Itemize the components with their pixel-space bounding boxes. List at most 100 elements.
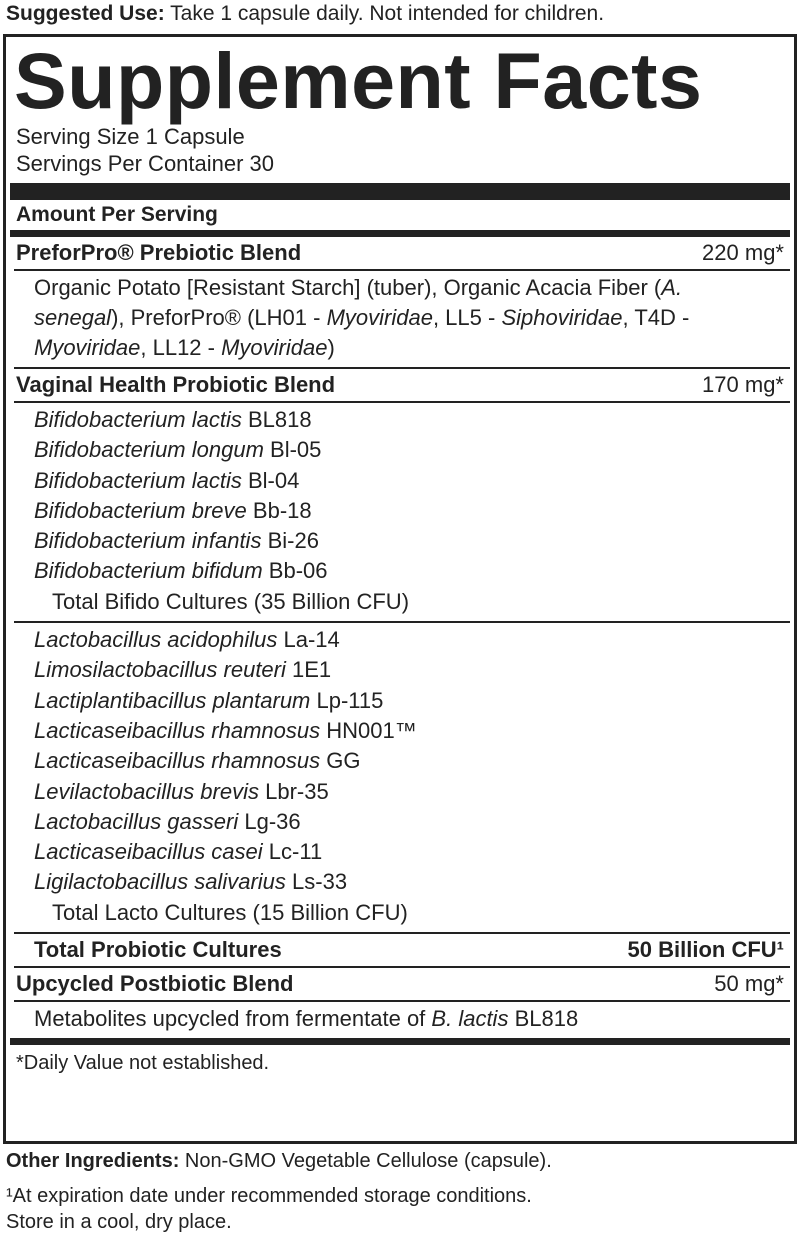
species: Bifidobacterium bifidum — [34, 558, 263, 584]
blend-row: Vaginal Health Probiotic Blend 170 mg* — [6, 369, 794, 401]
other-ingredients: Other Ingredients: Non-GMO Vegetable Cel… — [6, 1147, 552, 1175]
rule — [14, 367, 790, 369]
strain-list: Bifidobacterium lactis BL818 Bifidobacter… — [6, 403, 794, 621]
strain-code: Ls-33 — [292, 869, 348, 895]
text-segment: B. lactis — [431, 1006, 509, 1032]
species: Bifidobacterium lactis — [34, 467, 242, 493]
species: Lacticaseibacillus casei — [34, 839, 263, 865]
text: Take 1 capsule daily. Not intended for c… — [170, 2, 605, 25]
rule — [14, 932, 790, 935]
strain-code: Lc-11 — [268, 839, 323, 865]
species: Lacticaseibacillus rhamnosus — [34, 717, 321, 743]
text-segment: Organic Potato [Resistant Starch] (tuber… — [34, 275, 662, 300]
strain: Bifidobacterium longum Bl-05 — [34, 435, 774, 465]
strain: Lactiplantibacillus plantarum Lp-115 — [34, 686, 774, 716]
text-segment: Myoviridae — [34, 335, 141, 360]
ingredients: Metabolites upcycled from fermentate of … — [6, 1002, 794, 1038]
amount-header: Amount Per Serving — [16, 203, 218, 226]
species: Bifidobacterium lactis — [34, 407, 242, 432]
text-segment: Metabolites upcycled from fermentate of — [34, 1006, 432, 1032]
amount: 50 mg* — [714, 971, 784, 997]
text-segment: , LL5 - — [432, 305, 502, 330]
total-row: Total Probiotic Cultures 50 Billion CFU¹ — [6, 934, 794, 966]
strain: Lactobacillus gasseri Lg-36 — [34, 807, 774, 837]
strain-code: Bi-26 — [267, 528, 319, 554]
rule — [14, 1000, 790, 1003]
footnote: Store in a cool, dry place. — [6, 1211, 232, 1233]
rule — [14, 966, 790, 969]
strain-code: Bl-05 — [270, 437, 322, 463]
strain-code: Bl-04 — [248, 467, 300, 493]
species: Levilactobacillus brevis — [34, 778, 259, 804]
strain: Lacticaseibacillus rhamnosus HN001™ — [34, 716, 774, 746]
label: Total Probiotic Cultures — [34, 937, 282, 963]
strain-code: Bb-06 — [268, 558, 328, 584]
serving-size: Serving Size 1 Capsule — [16, 124, 245, 149]
text-segment: , LL12 - — [140, 335, 222, 360]
text-segment: Myoviridae — [326, 305, 433, 330]
strain-code: BL818 — [248, 407, 312, 432]
rule — [14, 621, 790, 624]
text-segment: Myoviridae — [221, 335, 328, 360]
rule — [14, 401, 790, 403]
strain: Bifidobacterium breve Bb-18 — [34, 496, 774, 526]
amount: 170 mg* — [702, 372, 784, 397]
strain-code: HN001™ — [326, 717, 417, 743]
species: Bifidobacterium breve — [34, 497, 247, 523]
blend-row: PreforPro® Prebiotic Blend 220 mg* — [6, 237, 794, 269]
strain: Levilactobacillus brevis Lbr-35 — [34, 777, 774, 807]
strain: Bifidobacterium bifidum Bb-06 — [34, 556, 774, 586]
strain: Lacticaseibacillus casei Lc-11 — [34, 837, 774, 867]
species: Lactobacillus acidophilus — [34, 627, 278, 653]
strain-code: La-14 — [283, 627, 340, 653]
strain: Bifidobacterium infantis Bi-26 — [34, 526, 774, 556]
culture-total: Total Bifido Cultures (35 Billion CFU) — [52, 588, 410, 614]
species: Lactobacillus gasseri — [34, 808, 239, 834]
strain: Bifidobacterium lactis Bl-04 — [34, 466, 774, 496]
text: Non-GMO Vegetable Cellulose (capsule). — [184, 1150, 552, 1172]
title: Supplement Facts — [14, 36, 703, 125]
rule — [10, 183, 790, 200]
label: Other Ingredients: — [6, 1150, 180, 1172]
strain-code: GG — [326, 748, 361, 774]
amount: 50 Billion CFU¹ — [627, 937, 784, 963]
species: Limosilactobacillus reuteri — [34, 657, 286, 683]
footer: Other Ingredients: Non-GMO Vegetable Cel… — [6, 1147, 552, 1235]
strain-code: Lp-115 — [316, 687, 384, 713]
footnotes: ¹At expiration date under recommended st… — [6, 1183, 552, 1235]
strain-code: Lbr-35 — [265, 778, 329, 804]
rule — [10, 230, 790, 237]
species: Bifidobacterium infantis — [34, 528, 262, 554]
strain-code: Bb-18 — [252, 497, 312, 523]
species: Bifidobacterium longum — [34, 437, 264, 463]
strain: Lacticaseibacillus rhamnosus GG — [34, 746, 774, 776]
species: Lactiplantibacillus plantarum — [34, 687, 311, 713]
rule — [14, 269, 790, 271]
strain: Ligilactobacillus salivarius Ls-33 — [34, 867, 774, 897]
strain-code: Lg-36 — [244, 808, 301, 834]
text-segment: ) — [327, 335, 335, 360]
name: PreforPro® Prebiotic Blend — [16, 240, 302, 265]
text-segment: BL818 — [508, 1006, 579, 1032]
text-segment: ), PreforPro® (LH01 - — [111, 305, 327, 330]
text-segment: , T4D - — [622, 305, 690, 330]
servings-per-container: Servings Per Container 30 — [16, 151, 275, 176]
facts-panel: Supplement Facts Serving Size 1 Capsule … — [3, 34, 797, 1144]
suggested-use: Suggested Use: Take 1 capsule daily. Not… — [6, 0, 604, 28]
blend-row: Upcycled Postbiotic Blend 50 mg* — [6, 968, 794, 1000]
ingredients: Organic Potato [Resistant Starch] (tuber… — [6, 271, 794, 367]
rule — [10, 1038, 790, 1046]
text-segment: A. senegal — [34, 275, 683, 330]
name: Vaginal Health Probiotic Blend — [16, 372, 336, 397]
strain: Bifidobacterium lactis BL818 — [34, 405, 774, 435]
strain-list: Lactobacillus acidophilus La-14 Limosilac… — [6, 623, 794, 932]
name: Upcycled Postbiotic Blend — [16, 971, 294, 997]
strain: Limosilactobacillus reuteri 1E1 — [34, 655, 774, 685]
strain-code: 1E1 — [292, 657, 332, 683]
species: Ligilactobacillus salivarius — [34, 869, 286, 895]
text-segment: Siphoviridae — [501, 305, 623, 330]
label: Suggested Use: — [6, 2, 165, 25]
culture-total: Total Lacto Cultures (15 Billion CFU) — [52, 899, 408, 925]
amount: 220 mg* — [702, 240, 784, 265]
